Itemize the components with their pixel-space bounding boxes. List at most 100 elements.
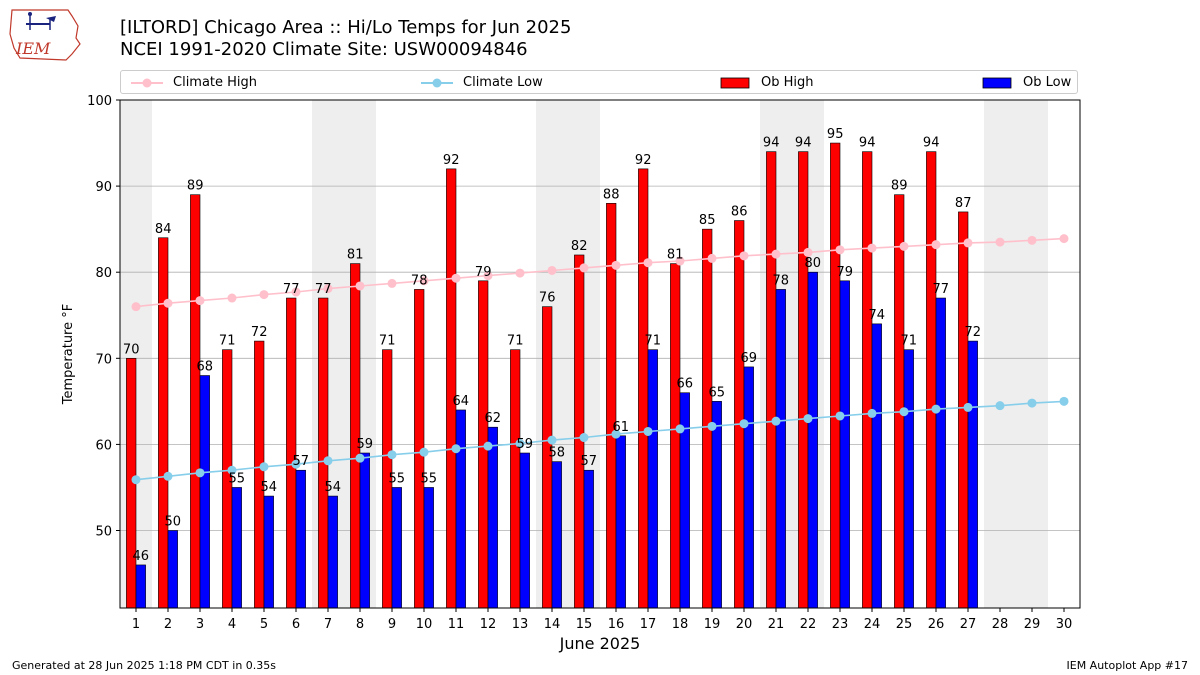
ob-high-label: 94 xyxy=(763,136,780,151)
climate-high-point xyxy=(611,260,621,270)
svg-text:IEM: IEM xyxy=(15,39,51,58)
weekend-band xyxy=(1016,100,1048,608)
ob-low-bar xyxy=(807,271,818,609)
climate-low-line xyxy=(135,400,1065,481)
ob-high-label: 86 xyxy=(731,205,748,220)
ob-high-bar xyxy=(446,168,457,609)
climate-high-line xyxy=(135,237,1065,308)
weekend-band xyxy=(792,100,824,608)
ob-high-bar xyxy=(350,263,361,609)
x-tick-label: 25 xyxy=(896,617,913,632)
ob-low-bar xyxy=(551,461,562,609)
climate-low-point xyxy=(579,433,589,443)
climate-high-point xyxy=(515,268,525,278)
ob-low-label: 50 xyxy=(165,515,182,530)
ob-high-bar xyxy=(670,263,681,609)
chart-subtitle: NCEI 1991-2020 Climate Site: USW00094846 xyxy=(120,39,528,60)
ob-high-label: 92 xyxy=(443,153,460,168)
ob-low-bar xyxy=(231,487,242,609)
ob-high-bar xyxy=(862,151,873,609)
climate-low-point xyxy=(227,465,237,475)
climate-high-point xyxy=(867,243,877,253)
climate-high-point xyxy=(1059,234,1069,244)
x-tick-label: 5 xyxy=(260,617,268,632)
climate-high-point xyxy=(419,276,429,286)
ob-low-label: 54 xyxy=(261,480,278,495)
ob-low-label: 58 xyxy=(549,446,566,461)
ob-low-bar xyxy=(455,409,466,609)
ob-low-label: 61 xyxy=(613,420,630,435)
x-tick-label: 20 xyxy=(736,617,753,632)
weekend-band xyxy=(760,100,792,608)
ob-low-label: 72 xyxy=(965,325,982,340)
plot-frame xyxy=(119,99,1081,609)
climate-high-point xyxy=(355,281,365,291)
ob-high-label: 72 xyxy=(251,325,268,340)
weekend-band xyxy=(344,100,376,608)
climate-low-point xyxy=(131,475,141,485)
ob-low-bar xyxy=(263,495,274,609)
ob-high-label: 78 xyxy=(411,273,428,288)
ob-high-label: 94 xyxy=(795,136,812,151)
y-tick-label: 100 xyxy=(87,94,112,109)
ob-high-label: 87 xyxy=(955,196,972,211)
x-tick-label: 18 xyxy=(672,617,689,632)
ob-low-label: 79 xyxy=(837,265,854,280)
ob-low-bar xyxy=(935,297,946,609)
ob-low-label: 65 xyxy=(709,385,726,400)
ob-high-bar xyxy=(830,142,841,609)
ob-high-bar xyxy=(926,151,937,609)
x-axis-label: June 2025 xyxy=(559,634,641,653)
climate-high-point xyxy=(835,245,845,255)
climate-high-point xyxy=(195,296,205,306)
weekend-band xyxy=(120,100,152,608)
ob-low-label: 68 xyxy=(197,360,214,375)
ob-high-bar xyxy=(510,349,521,609)
y-tick-label: 60 xyxy=(95,438,112,453)
x-tick-label: 8 xyxy=(356,617,364,632)
ob-high-bar xyxy=(478,280,489,609)
ob-low-bar xyxy=(679,392,690,609)
ob-high-bar xyxy=(542,306,553,609)
x-tick-label: 26 xyxy=(928,617,945,632)
ob-high-label: 92 xyxy=(635,153,652,168)
ob-low-bar xyxy=(871,323,882,609)
ob-high-label: 85 xyxy=(699,213,716,228)
ob-low-bar xyxy=(839,280,850,609)
y-tick-label: 70 xyxy=(95,352,112,367)
ob-high-label: 71 xyxy=(507,334,524,349)
x-tick-label: 7 xyxy=(324,617,332,632)
climate-low-point xyxy=(707,421,717,431)
x-tick-label: 12 xyxy=(480,617,497,632)
ob-high-label: 94 xyxy=(859,136,876,151)
x-tick-label: 2 xyxy=(164,617,172,632)
climate-low-point xyxy=(355,453,365,463)
climate-high-point xyxy=(739,251,749,261)
ob-low-label: 57 xyxy=(581,454,598,469)
ob-high-label: 81 xyxy=(667,248,684,263)
climate-high-point xyxy=(643,258,653,268)
ob-low-bar xyxy=(967,340,978,609)
ob-low-bar xyxy=(775,289,786,609)
climate-low-point xyxy=(611,429,621,439)
ob-low-label: 78 xyxy=(773,273,790,288)
chart-title: [ILTORD] Chicago Area :: Hi/Lo Temps for… xyxy=(120,17,572,38)
ob-low-label: 71 xyxy=(901,334,918,349)
ob-low-label: 69 xyxy=(741,351,758,366)
ob-low-bar xyxy=(647,349,658,609)
x-tick-label: 16 xyxy=(608,617,625,632)
ob-low-label: 55 xyxy=(421,471,438,486)
ob-high-bar xyxy=(638,168,649,609)
ob-low-bar xyxy=(295,469,306,609)
ob-low-bar xyxy=(199,375,210,609)
ob-low-label: 59 xyxy=(517,437,534,452)
iem-logo: IEM xyxy=(9,9,81,61)
ob-high-bar xyxy=(414,289,425,609)
weekend-band xyxy=(568,100,600,608)
ob-high-label: 77 xyxy=(283,282,300,297)
weekend-band xyxy=(312,100,344,608)
climate-low-point xyxy=(739,419,749,429)
climate-high-point xyxy=(963,238,973,248)
x-tick-label: 9 xyxy=(388,617,396,632)
climate-low-point xyxy=(483,441,493,451)
